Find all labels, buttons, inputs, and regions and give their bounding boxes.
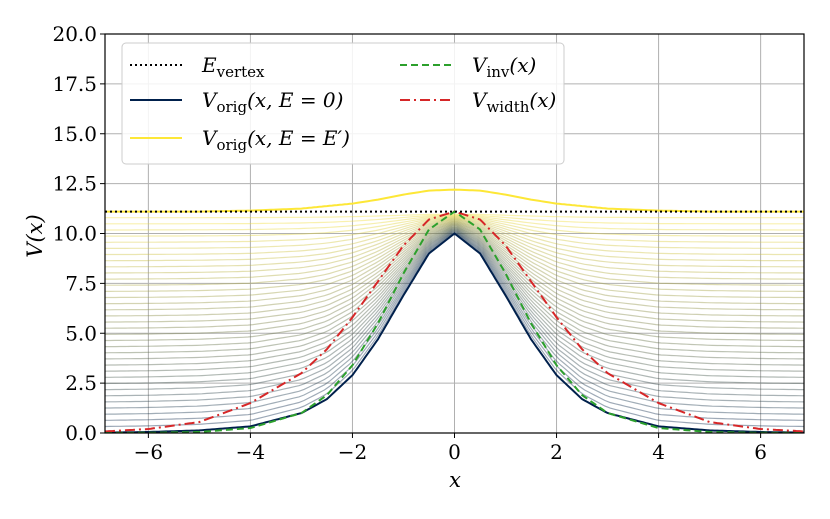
y-tick-label: 7.5	[65, 271, 97, 295]
legend-label-v-inv: Vinv(x)	[472, 53, 536, 81]
family-curve	[105, 215, 804, 237]
series-lines	[105, 188, 804, 433]
y-tick-label: 10.0	[52, 222, 97, 246]
y-tick-label: 12.5	[52, 172, 97, 196]
family-curve	[105, 234, 804, 428]
family-curve	[105, 222, 804, 311]
family-curve	[105, 214, 804, 225]
x-tick-label: −4	[236, 440, 265, 464]
family-curve	[105, 217, 804, 256]
family-curve	[105, 220, 804, 292]
family-curve	[105, 219, 804, 274]
family-curve	[105, 222, 804, 305]
family-curve	[105, 227, 804, 360]
family-curve	[105, 231, 804, 397]
family-curve	[105, 214, 804, 231]
y-axis-label: V(x)	[23, 214, 47, 257]
legend-label-v-orig-ep: Vorig(x, E = E′)	[202, 126, 350, 154]
y-tick-label: 15.0	[52, 122, 97, 146]
y-tick-label: 17.5	[52, 72, 97, 96]
family-curve	[105, 216, 804, 243]
x-tick-label: −2	[338, 440, 367, 464]
y-tick-label: 2.5	[65, 371, 97, 395]
energy-family-curves	[105, 213, 804, 428]
family-curve	[105, 229, 804, 378]
family-curve	[105, 218, 804, 268]
y-tick-label: 5.0	[65, 321, 97, 345]
family-curve	[105, 230, 804, 391]
family-curve	[105, 224, 804, 329]
family-curve	[105, 219, 804, 280]
family-curve	[105, 213, 804, 219]
family-curve	[105, 217, 804, 262]
family-curve	[105, 223, 804, 317]
family-curve	[105, 227, 804, 354]
v-orig-e0-line	[105, 232, 804, 433]
x-tick-label: 2	[550, 440, 563, 464]
family-curve	[105, 230, 804, 385]
family-curve	[105, 228, 804, 372]
y-tick-label: 20.0	[52, 22, 97, 46]
family-curve	[105, 220, 804, 286]
family-curve	[105, 225, 804, 342]
axis-ticks: −6 −4 −2 0 2 4 6 0.0 2.5 5.0 7.5 10.0 12.5 15.0 17.5 20…	[52, 22, 767, 464]
x-tick-label: −6	[134, 440, 163, 464]
legend-label-v-orig-0: Vorig(x, E = 0)	[202, 88, 343, 116]
family-curve	[105, 226, 804, 348]
legend-label-v-width: Vwidth(x)	[472, 88, 556, 116]
family-curve	[105, 216, 804, 249]
family-curve	[105, 225, 804, 335]
family-curve	[105, 228, 804, 366]
x-axis-label: x	[449, 468, 461, 492]
legend-box	[121, 42, 565, 165]
family-curve	[105, 223, 804, 323]
legend-label-e-vertex: Evertex	[201, 53, 265, 81]
v-inv-line	[105, 210, 804, 433]
x-tick-label: 6	[754, 440, 767, 464]
family-curve	[105, 221, 804, 299]
y-tick-label: 0.0	[65, 421, 97, 445]
x-tick-label: 4	[652, 440, 665, 464]
x-tick-label: 0	[448, 440, 461, 464]
legend: Evertex Vorig(x, E = 0) Vorig(x, E = E′) Vi…	[121, 42, 565, 165]
